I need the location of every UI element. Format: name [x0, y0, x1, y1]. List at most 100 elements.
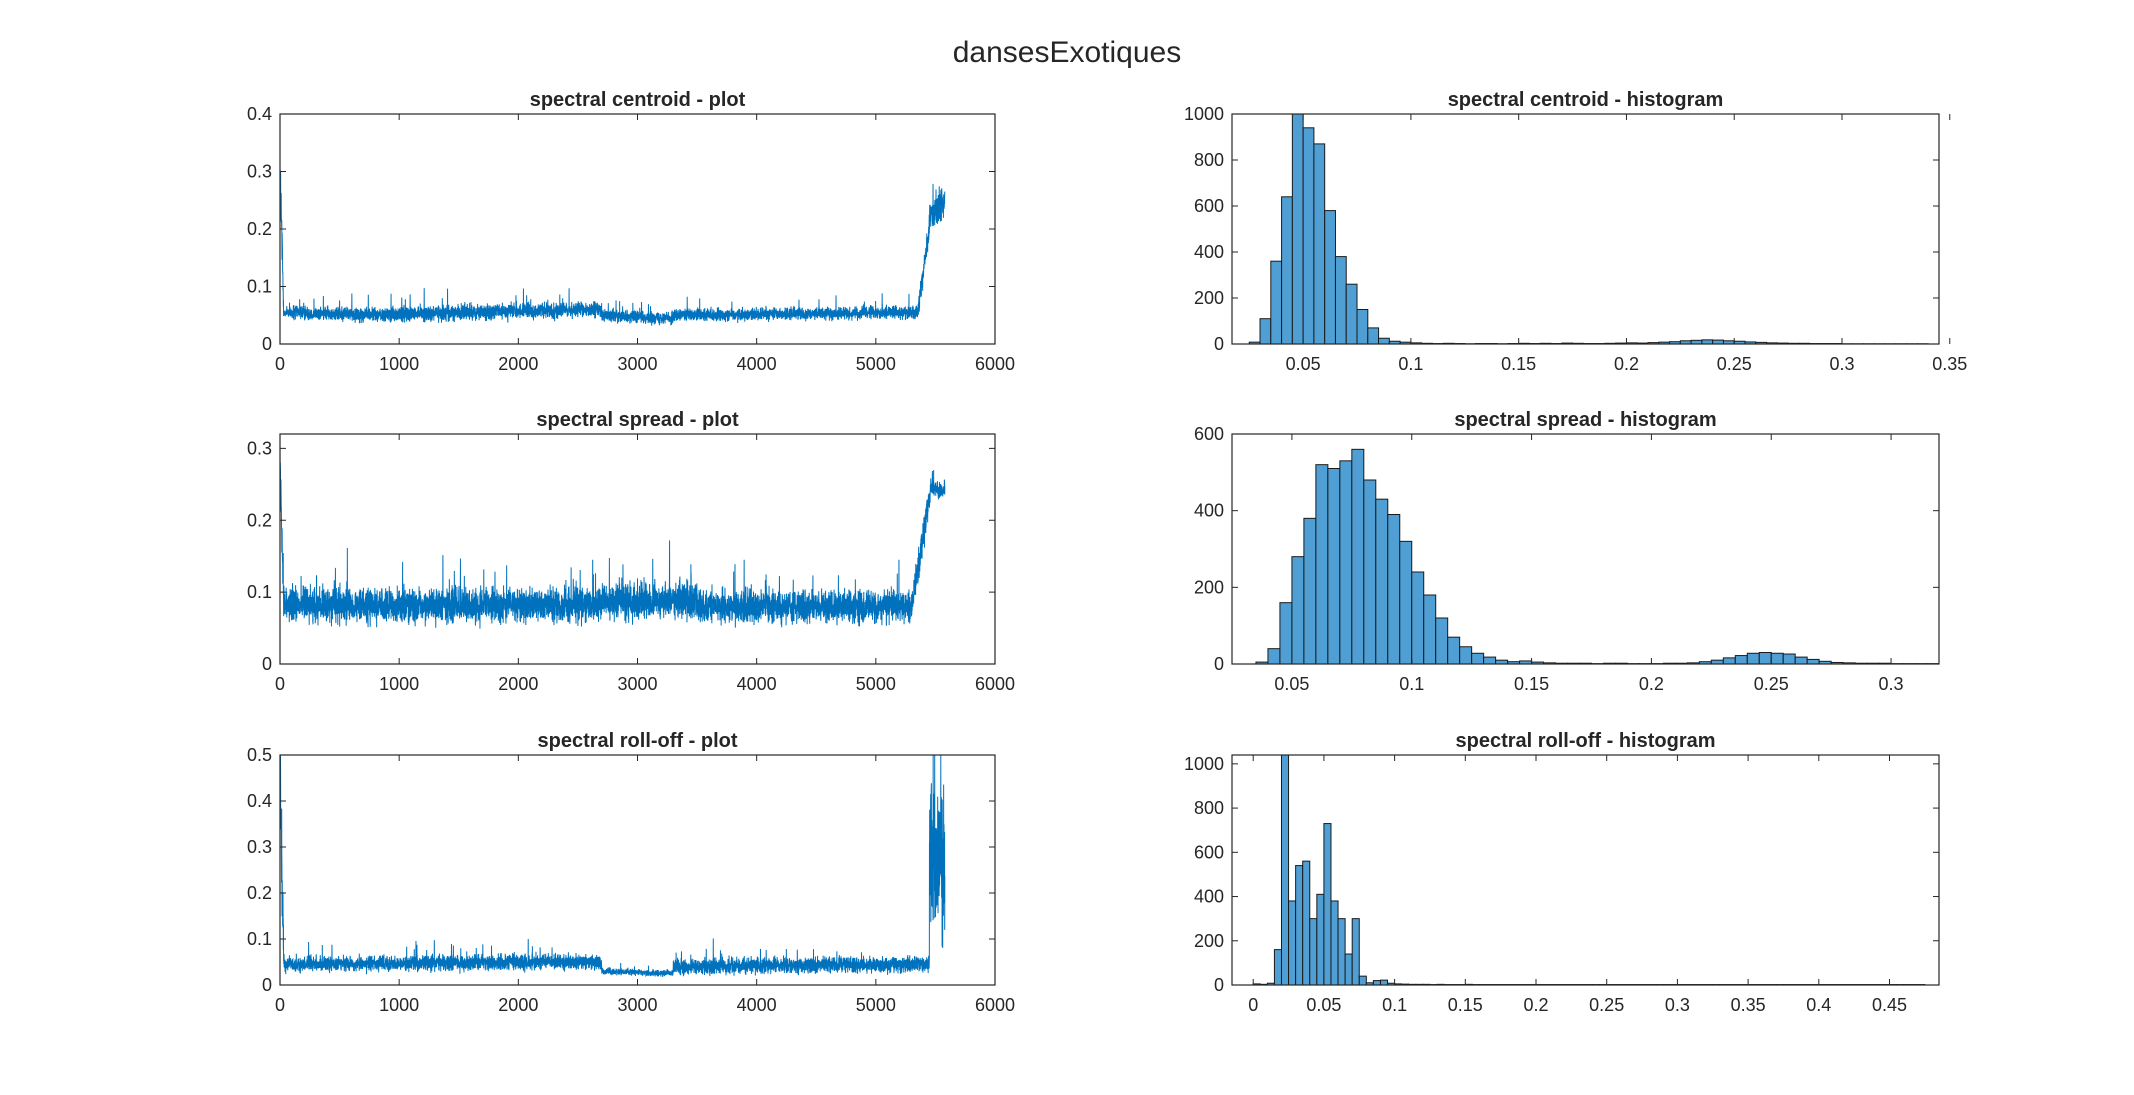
subplot-2: spectral spread - plot 0 1000 2000 3000 4000 5…: [247, 409, 1015, 694]
x-tick-label: 0: [275, 995, 285, 1015]
histogram-bar: [1447, 636, 1461, 665]
x-tick-label: 6000: [975, 354, 1015, 374]
x-tick-label: 0: [275, 674, 285, 694]
x-tick-label: 0.4: [1806, 995, 1831, 1015]
x-tick-label: 0.3: [1829, 354, 1854, 374]
histogram-bar: [1722, 657, 1736, 665]
y-tick-label: 0.3: [247, 837, 272, 857]
x-tick-label: 0.25: [1754, 674, 1789, 694]
y-tick-label: 0: [262, 975, 272, 995]
histogram-bar: [1313, 143, 1326, 345]
x-tick-label: 2000: [498, 674, 538, 694]
x-tick-label: 1000: [379, 674, 419, 694]
histogram-bar: [1770, 652, 1784, 665]
x-tick-label: 0.15: [1501, 354, 1536, 374]
subplot-title: spectral centroid - histogram: [1448, 89, 1724, 111]
x-tick-label: 0.35: [1932, 354, 1967, 374]
x-tick-label: 0.25: [1717, 354, 1752, 374]
subplot-title: spectral roll-off - plot: [538, 730, 738, 752]
x-tick-label: 3000: [617, 995, 657, 1015]
y-tick-label: 0.3: [247, 162, 272, 182]
histogram-bar: [1270, 260, 1283, 345]
histogram-bar: [1358, 975, 1367, 986]
x-tick-label: 0.45: [1872, 995, 1907, 1015]
subplot-3: spectral spread - histogram 0.05 0.1 0.15 0.…: [1194, 409, 1940, 694]
plot-area: [280, 755, 995, 985]
series-line: [279, 445, 946, 629]
x-tick-label: 1000: [379, 354, 419, 374]
histogram-bar: [1471, 652, 1485, 665]
histogram-bar: [1399, 540, 1413, 665]
y-tick-label: 400: [1194, 242, 1224, 262]
histogram-bar: [1459, 646, 1473, 665]
x-tick-label: 5000: [856, 674, 896, 694]
histogram-bar: [1324, 210, 1336, 345]
histogram-bar: [1387, 514, 1401, 665]
figure-title: dansesExotiques: [952, 36, 1182, 69]
histogram-bar: [1758, 652, 1772, 665]
histogram-bar: [1339, 460, 1353, 665]
histogram-bar: [1351, 448, 1365, 665]
y-tick-label: 1000: [1184, 754, 1224, 774]
y-tick-label: 600: [1194, 424, 1224, 444]
histogram-bar: [1701, 339, 1714, 345]
histogram-bar: [1794, 656, 1808, 665]
y-tick-label: 200: [1194, 288, 1224, 308]
histogram-bar: [1746, 652, 1760, 665]
x-tick-label: 4000: [737, 354, 777, 374]
x-tick-label: 0.1: [1398, 354, 1423, 374]
histogram-bar: [1379, 979, 1389, 986]
axes-frame: [1231, 113, 1940, 345]
subplot-title: spectral centroid - plot: [530, 89, 746, 111]
y-tick-label: 0.4: [247, 791, 272, 811]
series-line: [279, 169, 946, 326]
x-tick-label: 0.3: [1665, 995, 1690, 1015]
histogram-bar: [1302, 127, 1315, 345]
y-tick-label: 0.2: [247, 219, 272, 239]
x-tick-label: 0: [1248, 995, 1258, 1015]
histogram-bar: [1309, 918, 1318, 986]
histogram-bar: [1291, 113, 1304, 345]
x-tick-label: 4000: [737, 995, 777, 1015]
x-tick-label: 0.2: [1614, 354, 1639, 374]
subplot-5: spectral roll-off - histogram 0 0.05 0.1 0.1…: [1184, 730, 1940, 1015]
x-tick-label: 0.25: [1589, 995, 1624, 1015]
y-tick-label: 0: [262, 654, 272, 674]
subplot-4: spectral roll-off - plot 0 1000 2000 3000 400…: [247, 730, 1015, 1015]
x-tick-label: 0.1: [1382, 995, 1407, 1015]
histogram-bar: [1334, 256, 1347, 345]
x-tick-label: 0.1: [1399, 674, 1424, 694]
x-tick-label: 0.05: [1274, 674, 1309, 694]
histogram-bar: [1302, 860, 1311, 986]
histogram-bar: [1323, 823, 1332, 986]
histogram-bar: [1782, 653, 1796, 665]
x-tick-label: 0.35: [1731, 995, 1766, 1015]
histogram-bar: [1411, 571, 1425, 665]
x-tick-label: 0: [275, 354, 285, 374]
histogram-bar: [1372, 980, 1381, 986]
y-tick-label: 200: [1194, 577, 1224, 597]
y-tick-label: 0.2: [247, 510, 272, 530]
x-tick-label: 3000: [617, 354, 657, 374]
x-tick-label: 0.3: [1879, 674, 1904, 694]
y-tick-label: 400: [1194, 887, 1224, 907]
x-tick-label: 6000: [975, 674, 1015, 694]
subplot-0: spectral centroid - plot 0 1000 2000 3000 400…: [247, 89, 1015, 374]
y-tick-label: 1000: [1184, 104, 1224, 124]
x-tick-label: 0.2: [1639, 674, 1664, 694]
histogram-bar: [1316, 893, 1325, 986]
y-tick-label: 200: [1194, 931, 1224, 951]
y-tick-label: 600: [1194, 842, 1224, 862]
histogram-bar: [1315, 464, 1329, 665]
histogram-bar: [1806, 658, 1820, 665]
histogram-bar: [1483, 656, 1497, 665]
histogram-bar: [1345, 283, 1358, 345]
histogram-bar: [1295, 865, 1304, 986]
y-tick-label: 800: [1194, 798, 1224, 818]
x-tick-label: 3000: [617, 674, 657, 694]
y-tick-label: 0: [1214, 654, 1224, 674]
x-tick-label: 0.15: [1514, 674, 1549, 694]
subplot-title: spectral spread - plot: [536, 409, 739, 431]
